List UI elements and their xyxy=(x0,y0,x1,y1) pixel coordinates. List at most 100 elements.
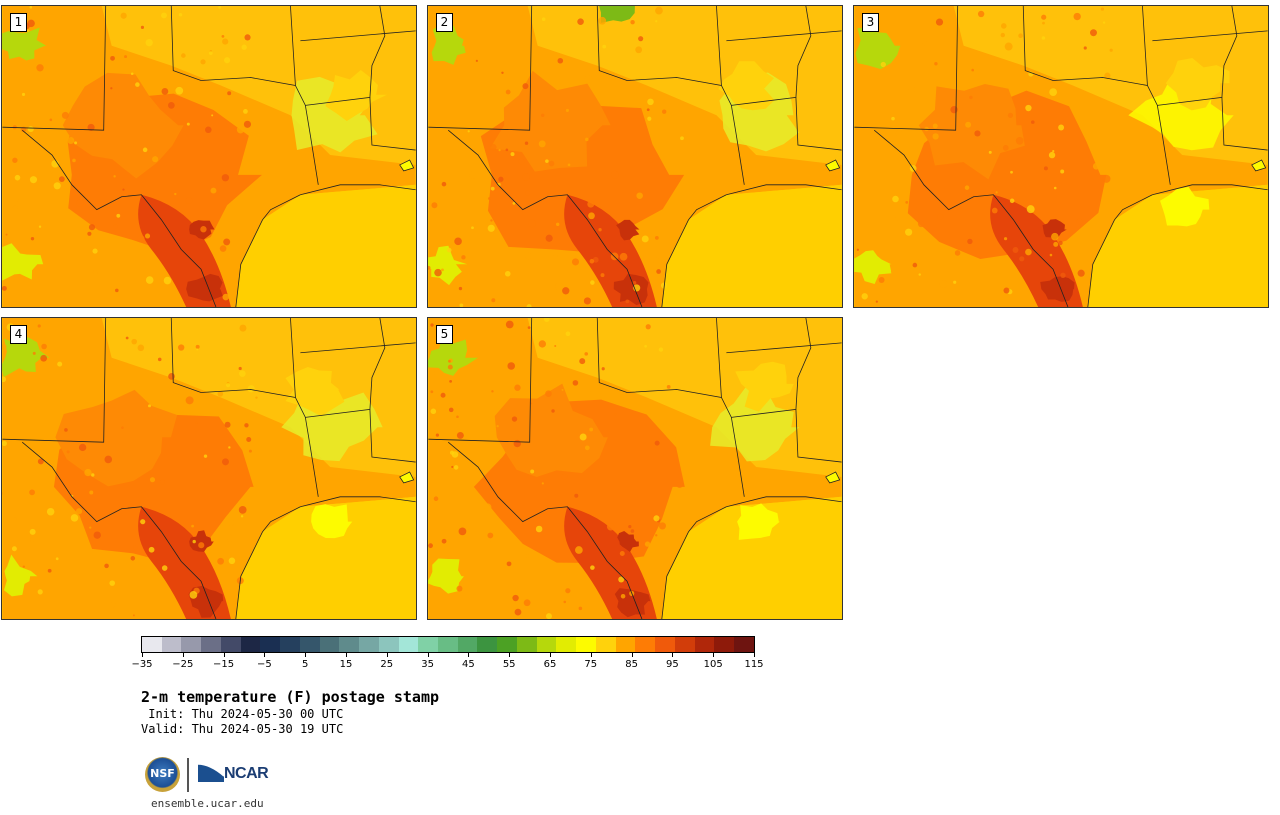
temperature-map-5 xyxy=(428,318,842,619)
terrain-speckle xyxy=(565,331,571,337)
terrain-speckle xyxy=(1060,272,1066,278)
terrain-speckle xyxy=(168,373,175,380)
terrain-speckle xyxy=(27,19,35,28)
terrain-speckle xyxy=(30,236,35,241)
terrain-speckle xyxy=(1073,12,1081,21)
terrain-speckle xyxy=(145,38,153,47)
terrain-speckle xyxy=(518,158,525,165)
terrain-speckle xyxy=(1104,72,1111,79)
terrain-speckle xyxy=(556,222,560,227)
terrain-speckle xyxy=(507,362,515,370)
colorbar-tick xyxy=(509,653,511,657)
valid-time: Valid: Thu 2024-05-30 19 UTC xyxy=(141,722,344,736)
terrain-speckle xyxy=(511,416,518,422)
colorbar-tick xyxy=(468,653,470,657)
mountain-region xyxy=(428,558,464,594)
terrain-speckle xyxy=(27,126,34,133)
terrain-speckle xyxy=(29,6,33,9)
terrain-speckle xyxy=(460,24,463,27)
terrain-speckle xyxy=(92,270,98,276)
terrain-speckle xyxy=(70,514,79,522)
terrain-speckle xyxy=(655,534,658,537)
terrain-speckle xyxy=(561,388,564,391)
mountain-region xyxy=(854,250,892,284)
terrain-speckle xyxy=(514,608,522,616)
state-border xyxy=(716,318,722,398)
terrain-speckle xyxy=(64,428,68,432)
mountain-region xyxy=(2,243,44,281)
panel-number: 4 xyxy=(10,325,27,344)
terrain-speckle xyxy=(505,320,514,329)
terrain-speckle xyxy=(122,188,125,191)
colorbar-tick xyxy=(427,653,429,657)
terrain-speckle xyxy=(32,351,36,355)
figure-title: 2-m temperature (F) postage stamp xyxy=(141,688,440,706)
terrain-speckle xyxy=(131,338,137,345)
terrain-speckle xyxy=(674,178,678,182)
terrain-speckle xyxy=(666,384,671,389)
terrain-speckle xyxy=(440,392,446,398)
gulf-water xyxy=(1087,184,1268,307)
terrain-speckle xyxy=(37,589,43,595)
terrain-speckle xyxy=(144,233,151,239)
terrain-speckle xyxy=(491,298,496,303)
mountain-region xyxy=(3,554,38,597)
terrain-speckle xyxy=(655,20,658,23)
terrain-speckle xyxy=(653,515,660,522)
colorbar-tick-label: 75 xyxy=(584,659,598,670)
terrain-speckle xyxy=(178,12,183,17)
terrain-speckle xyxy=(109,580,116,586)
terrain-speckle xyxy=(87,123,95,131)
terrain-speckle xyxy=(545,234,553,242)
terrain-speckle xyxy=(84,468,92,477)
terrain-speckle xyxy=(132,614,135,617)
terrain-speckle xyxy=(467,130,470,133)
temperature-map-3 xyxy=(854,6,1268,307)
terrain-speckle xyxy=(545,159,549,163)
terrain-speckle xyxy=(530,469,535,474)
hot-region xyxy=(494,383,608,477)
terrain-speckle xyxy=(636,192,643,200)
terrain-speckle xyxy=(446,247,452,253)
terrain-speckle xyxy=(124,55,128,59)
state-border xyxy=(795,97,842,151)
terrain-speckle xyxy=(441,181,447,187)
mountain-region xyxy=(431,23,466,65)
lake xyxy=(399,159,415,172)
coastline xyxy=(300,496,416,508)
terrain-speckle xyxy=(110,55,115,61)
terrain-speckle xyxy=(2,440,7,447)
terrain-speckle xyxy=(1090,29,1097,37)
terrain-speckle xyxy=(6,457,11,462)
terrain-speckle xyxy=(538,140,546,148)
terrain-speckle xyxy=(917,220,925,228)
terrain-speckle xyxy=(120,12,127,19)
coastline xyxy=(235,219,264,307)
warm-region xyxy=(718,61,775,111)
water-warm-patch xyxy=(737,503,780,540)
state-border xyxy=(305,6,386,106)
terrain-speckle xyxy=(75,508,83,515)
terrain-speckle xyxy=(995,191,998,194)
cool-north-patch xyxy=(599,6,638,23)
terrain-speckle xyxy=(217,557,225,565)
terrain-speckle xyxy=(189,590,198,599)
terrain-speckle xyxy=(614,413,617,416)
gulf-water xyxy=(235,184,416,307)
state-border xyxy=(726,342,842,354)
terrain-speckle xyxy=(1003,237,1008,241)
coastline xyxy=(235,531,264,619)
state-border xyxy=(854,6,959,131)
terrain-speckle xyxy=(908,86,916,93)
state-border xyxy=(428,6,533,131)
terrain-speckle xyxy=(468,318,476,323)
colorbar-swatch xyxy=(576,637,596,652)
terrain-speckle xyxy=(658,522,666,530)
terrain-speckle xyxy=(431,202,438,209)
lake xyxy=(825,471,841,484)
colorbar-tick-label: 55 xyxy=(502,659,516,670)
terrain-speckle xyxy=(895,216,899,221)
colorbar-swatch xyxy=(694,637,715,652)
hottest-region xyxy=(1042,219,1067,240)
colorbar-swatch xyxy=(240,637,261,652)
